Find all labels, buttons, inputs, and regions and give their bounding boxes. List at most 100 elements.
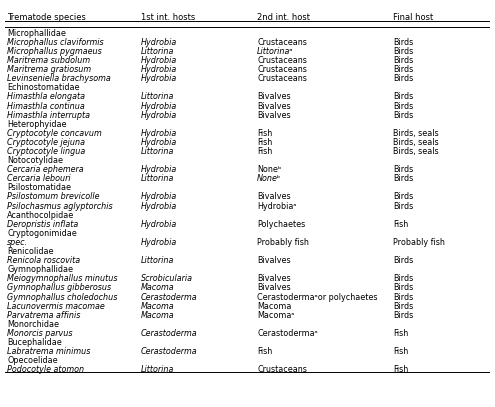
Text: Cryptocotyle jejuna: Cryptocotyle jejuna	[7, 138, 85, 147]
Text: Birds: Birds	[393, 193, 413, 201]
Text: Birds: Birds	[393, 74, 413, 83]
Text: Birds, seals: Birds, seals	[393, 147, 439, 156]
Text: Crustaceans: Crustaceans	[257, 65, 307, 74]
Text: Birds: Birds	[393, 274, 413, 283]
Text: Fish: Fish	[393, 220, 408, 229]
Text: Birds: Birds	[393, 293, 413, 302]
Text: Levinseniella brachysoma: Levinseniella brachysoma	[7, 74, 111, 83]
Text: Final host: Final host	[393, 13, 433, 22]
Text: Bivalves: Bivalves	[257, 274, 291, 283]
Text: Birds: Birds	[393, 311, 413, 320]
Text: Cryptocotyle concavum: Cryptocotyle concavum	[7, 129, 102, 138]
Text: Renicola roscovita: Renicola roscovita	[7, 256, 81, 265]
Text: Birds, seals: Birds, seals	[393, 138, 439, 147]
Text: Notocotylidae: Notocotylidae	[7, 156, 63, 165]
Text: Birds: Birds	[393, 283, 413, 293]
Text: Littorinaᵃ: Littorinaᵃ	[257, 47, 294, 56]
Text: Gymnophallus choledochus: Gymnophallus choledochus	[7, 293, 118, 302]
Text: Crustaceans: Crustaceans	[257, 38, 307, 47]
Text: Crustaceans: Crustaceans	[257, 365, 307, 374]
Text: Cerastodermaᵃ: Cerastodermaᵃ	[257, 329, 318, 338]
Text: Birds: Birds	[393, 56, 413, 65]
Text: Scrobicularia: Scrobicularia	[141, 274, 193, 283]
Text: Cerastodermaᵃor polychaetes: Cerastodermaᵃor polychaetes	[257, 293, 378, 302]
Text: Polychaetes: Polychaetes	[257, 220, 305, 229]
Text: Hydrobia: Hydrobia	[141, 201, 177, 210]
Text: Littorina: Littorina	[141, 365, 174, 374]
Text: Hydrobia: Hydrobia	[141, 65, 177, 74]
Text: Hydrobia: Hydrobia	[141, 74, 177, 83]
Text: Littorina: Littorina	[141, 47, 174, 56]
Text: Birds: Birds	[393, 165, 413, 174]
Text: Acanthocolpidae: Acanthocolpidae	[7, 211, 75, 220]
Text: Hydrobiaᵃ: Hydrobiaᵃ	[257, 201, 297, 210]
Text: Cerastoderma: Cerastoderma	[141, 293, 198, 302]
Text: Fish: Fish	[257, 129, 272, 138]
Text: Echinostomatidae: Echinostomatidae	[7, 83, 80, 92]
Text: Trematode species: Trematode species	[7, 13, 86, 22]
Text: Littorina: Littorina	[141, 147, 174, 156]
Text: Hydrobia: Hydrobia	[141, 56, 177, 65]
Text: Probably fish: Probably fish	[393, 238, 445, 247]
Text: Bivalves: Bivalves	[257, 111, 291, 120]
Text: Macoma: Macoma	[257, 302, 292, 311]
Text: Cercaria ephemera: Cercaria ephemera	[7, 165, 84, 174]
Text: Hydrobia: Hydrobia	[141, 193, 177, 201]
Text: 2nd int. host: 2nd int. host	[257, 13, 310, 22]
Text: Hydrobia: Hydrobia	[141, 138, 177, 147]
Text: Birds: Birds	[393, 65, 413, 74]
Text: Birds: Birds	[393, 256, 413, 265]
Text: Birds: Birds	[393, 92, 413, 101]
Text: Deropristis inflata: Deropristis inflata	[7, 220, 79, 229]
Text: Macomaᵃ: Macomaᵃ	[257, 311, 295, 320]
Text: Crustaceans: Crustaceans	[257, 74, 307, 83]
Text: Labratrema minimus: Labratrema minimus	[7, 347, 91, 356]
Text: Gymnophallidae: Gymnophallidae	[7, 265, 73, 274]
Text: Maritrema subdolum: Maritrema subdolum	[7, 56, 91, 65]
Text: Hydrobia: Hydrobia	[141, 111, 177, 120]
Text: Hydrobia: Hydrobia	[141, 102, 177, 111]
Text: Fish: Fish	[257, 147, 272, 156]
Text: Cerastoderma: Cerastoderma	[141, 347, 198, 356]
Text: Lacunovermis macomae: Lacunovermis macomae	[7, 302, 105, 311]
Text: Microphallus pygmaeus: Microphallus pygmaeus	[7, 47, 102, 56]
Text: Birds: Birds	[393, 174, 413, 183]
Text: Bivalves: Bivalves	[257, 256, 291, 265]
Text: Psilochasmus aglyptorchis: Psilochasmus aglyptorchis	[7, 201, 113, 210]
Text: Hydrobia: Hydrobia	[141, 220, 177, 229]
Text: Birds: Birds	[393, 302, 413, 311]
Text: spec.: spec.	[7, 238, 28, 247]
Text: Parvatrema affinis: Parvatrema affinis	[7, 311, 81, 320]
Text: Monorcis parvus: Monorcis parvus	[7, 329, 73, 338]
Text: Macoma: Macoma	[141, 311, 174, 320]
Text: Bucephalidae: Bucephalidae	[7, 338, 62, 347]
Text: Noneᵇ: Noneᵇ	[257, 165, 282, 174]
Text: Himasthla interrupta: Himasthla interrupta	[7, 111, 91, 120]
Text: Renicolidae: Renicolidae	[7, 247, 54, 256]
Text: Birds: Birds	[393, 47, 413, 56]
Text: 1st int. hosts: 1st int. hosts	[141, 13, 195, 22]
Text: Littorina: Littorina	[141, 92, 174, 101]
Text: Gymnophallus gibberosus: Gymnophallus gibberosus	[7, 283, 111, 293]
Text: Birds: Birds	[393, 111, 413, 120]
Text: Cryptogonimidae: Cryptogonimidae	[7, 229, 77, 238]
Text: Noneᵇ: Noneᵇ	[257, 174, 282, 183]
Text: Himasthla continua: Himasthla continua	[7, 102, 85, 111]
Text: Bivalves: Bivalves	[257, 102, 291, 111]
Text: Monorchidae: Monorchidae	[7, 320, 59, 329]
Text: Meiogymnophallus minutus: Meiogymnophallus minutus	[7, 274, 118, 283]
Text: Littorina: Littorina	[141, 256, 174, 265]
Text: Bivalves: Bivalves	[257, 193, 291, 201]
Text: Cercaria lebouri: Cercaria lebouri	[7, 174, 71, 183]
Text: Fish: Fish	[257, 138, 272, 147]
Text: Fish: Fish	[393, 329, 408, 338]
Text: Microphallidae: Microphallidae	[7, 29, 66, 38]
Text: Himasthla elongata: Himasthla elongata	[7, 92, 85, 101]
Text: Crustaceans: Crustaceans	[257, 56, 307, 65]
Text: Fish: Fish	[393, 347, 408, 356]
Text: Cerastoderma: Cerastoderma	[141, 329, 198, 338]
Text: Opecoelidae: Opecoelidae	[7, 356, 58, 365]
Text: Cryptocotyle lingua: Cryptocotyle lingua	[7, 147, 86, 156]
Text: Littorina: Littorina	[141, 174, 174, 183]
Text: Hydrobia: Hydrobia	[141, 38, 177, 47]
